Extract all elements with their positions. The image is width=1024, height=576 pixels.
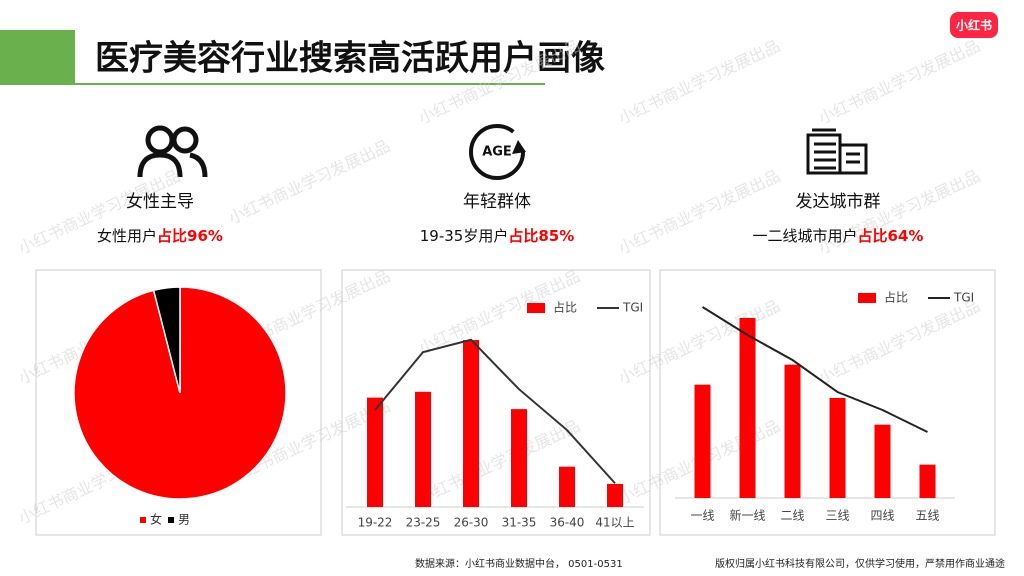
legend-label: TGI <box>622 301 643 315</box>
panel <box>35 269 322 536</box>
x-tick-label: 23-25 <box>406 516 441 530</box>
x-tick-label: 41以上 <box>595 516 634 530</box>
tgi-line <box>374 338 616 484</box>
watermark: 小红书商业学习发展出品 <box>226 136 394 228</box>
bar <box>607 483 623 507</box>
bar <box>784 364 801 498</box>
highlight-prefix: 女性用户 <box>97 227 157 245</box>
tgi-line <box>701 306 928 433</box>
highlight-line: 19-35岁用户占比85% <box>420 227 575 245</box>
bar <box>829 398 846 498</box>
watermark: 小红书商业学习发展出品 <box>616 36 784 128</box>
legend-swatch <box>140 517 146 523</box>
x-tick-label: 三线 <box>825 509 849 523</box>
logo <box>950 12 998 38</box>
panel <box>659 269 996 536</box>
x-tick-label: 31-35 <box>502 516 537 530</box>
bar <box>415 391 431 507</box>
bar <box>874 424 891 498</box>
x-tick-label: 36-40 <box>550 516 585 530</box>
icon-city <box>806 128 868 175</box>
x-tick-label: 一线 <box>690 509 714 523</box>
x-tick-label: 19-22 <box>358 516 393 530</box>
pie-slice <box>152 286 181 394</box>
x-tick-label: 四线 <box>870 509 894 523</box>
x-tick-label: 26-30 <box>454 516 489 530</box>
watermark: 小红书商业学习发展出品 <box>816 296 984 388</box>
copyright: 版权归属小红书科技有限公司，仅供学习使用，严禁用作商业通途 <box>715 557 1005 570</box>
bar <box>694 384 711 498</box>
highlight-line: 女性用户占比96% <box>97 227 223 245</box>
legend-swatch <box>168 517 174 523</box>
legend-label: TGI <box>953 291 974 305</box>
highlight-value: 占比96% <box>157 227 223 245</box>
highlight-prefix: 19-35岁用户 <box>420 227 509 245</box>
source: 数据来源：小红书商业数据中台， 0501-0531 <box>415 557 623 570</box>
x-tick-label: 二线 <box>780 509 804 523</box>
icon-people <box>137 125 208 178</box>
title-bar <box>0 30 75 85</box>
highlight-value: 占比64% <box>858 227 924 245</box>
icon-age: AGE <box>469 124 526 180</box>
x-tick-label: 五线 <box>915 509 939 523</box>
panel <box>341 269 651 536</box>
legend-swatch <box>527 303 545 313</box>
legend-label: 女 <box>150 512 162 527</box>
bar <box>463 340 479 507</box>
highlight-line: 一二线城市用户占比64% <box>753 227 924 245</box>
watermark: 小红书商业学习发展出品 <box>416 416 584 508</box>
title: 医疗美容行业搜索高活跃用户画像 <box>95 39 605 79</box>
logo-text: 小红书 <box>956 18 992 33</box>
legend-label: 男 <box>178 513 190 527</box>
bar <box>367 397 383 507</box>
legend-swatch <box>858 293 876 303</box>
bar <box>559 466 575 507</box>
x-tick-label: 新一线 <box>729 508 765 523</box>
legend-label: 占比 <box>884 290 908 305</box>
bar <box>511 409 527 507</box>
highlight-title: 年轻群体 <box>463 192 531 212</box>
watermark: 小红书商业学习发展出品 <box>816 36 984 128</box>
legend-label: 占比 <box>553 300 577 315</box>
bar <box>919 464 936 498</box>
highlight-prefix: 一二线城市用户 <box>753 227 858 245</box>
svg-text:AGE: AGE <box>482 145 512 160</box>
highlight-title: 女性主导 <box>126 192 194 212</box>
highlight-value: 占比85% <box>508 227 574 245</box>
bar <box>739 318 756 498</box>
highlight-title: 发达城市群 <box>796 192 881 212</box>
